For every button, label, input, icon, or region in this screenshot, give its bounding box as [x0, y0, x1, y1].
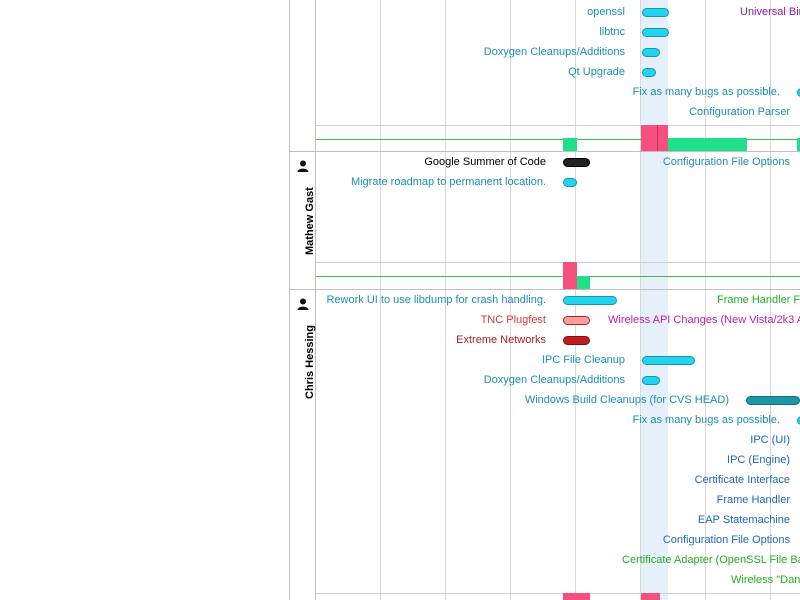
- gridline: [445, 0, 446, 600]
- task-bar-gsoc[interactable]: [563, 158, 590, 167]
- overload-bar: [563, 262, 577, 289]
- task-bar-migrate-roadmap[interactable]: [563, 178, 577, 187]
- gridline: [510, 0, 511, 600]
- load-divider: [316, 593, 800, 594]
- person-icon: [297, 298, 309, 310]
- task-label-eap-statemachine[interactable]: EAP Statemachine: [697, 514, 790, 526]
- task-label-tnc-plugfest[interactable]: TNC Plugfest: [480, 314, 546, 326]
- current-period-highlight: [641, 0, 668, 600]
- load-bar: [668, 138, 747, 151]
- capacity-line: [316, 139, 800, 140]
- overload-bar: [658, 125, 668, 151]
- task-label-libtnc[interactable]: libtnc: [599, 26, 625, 38]
- load-bar: [577, 276, 590, 289]
- task-bar-openssl[interactable]: [642, 8, 669, 17]
- task-label-universal-binary[interactable]: Universal Bin: [740, 6, 800, 18]
- task-label-doxygen[interactable]: Doxygen Cleanups/Additions: [483, 374, 625, 386]
- task-bar-fix-bugs[interactable]: [797, 88, 800, 97]
- task-label-ipc-ui[interactable]: IPC (UI): [750, 434, 790, 446]
- task-label-openssl[interactable]: openssl: [587, 6, 625, 18]
- section-divider: [289, 289, 800, 290]
- task-label-fix-bugs[interactable]: Fix as many bugs as possible.: [632, 414, 780, 426]
- gridline: [770, 0, 771, 600]
- task-label-config-file-options[interactable]: Configuration File Options: [662, 156, 790, 168]
- task-label-frame-handler[interactable]: Frame Handler: [716, 494, 790, 506]
- person-icon: [297, 160, 309, 172]
- task-bar-doxygen[interactable]: [642, 48, 660, 57]
- person-header-chris-hessing: Chris Hessing: [289, 290, 316, 600]
- task-label-qt-upgrade[interactable]: Qt Upgrade: [568, 66, 625, 78]
- overload-bar: [641, 593, 660, 600]
- overload-bar: [563, 593, 590, 600]
- task-bar-windows-build[interactable]: [746, 396, 800, 405]
- task-label-wireless-dance[interactable]: Wireless "Danc: [731, 574, 800, 586]
- section-divider: [289, 151, 800, 152]
- task-label-frame-handler-fi[interactable]: Frame Handler Fi: [717, 294, 800, 306]
- task-bar-tnc-plugfest[interactable]: [563, 316, 590, 325]
- task-label-cert-adapter[interactable]: Certificate Adapter (OpenSSL File Bas: [622, 554, 800, 566]
- task-label-rework-ui[interactable]: Rework UI to use libdump for crash handl…: [326, 294, 547, 306]
- task-label-extreme-networks[interactable]: Extreme Networks: [456, 334, 546, 346]
- load-bar: [797, 138, 800, 151]
- task-label-gsoc[interactable]: Google Summer of Code: [424, 156, 546, 168]
- task-bar-fix-bugs[interactable]: [797, 416, 800, 425]
- task-label-fix-bugs[interactable]: Fix as many bugs as possible.: [632, 86, 780, 98]
- task-label-doxygen[interactable]: Doxygen Cleanups/Additions: [483, 46, 625, 58]
- task-label-windows-build[interactable]: Windows Build Cleanups (for CVS HEAD): [524, 394, 729, 406]
- gridline: [705, 0, 706, 600]
- task-bar-doxygen[interactable]: [642, 376, 660, 385]
- task-bar-rework-ui[interactable]: [563, 296, 617, 305]
- load-bar: [563, 138, 577, 151]
- gridline: [640, 0, 641, 600]
- task-bar-ipc-file-cleanup[interactable]: [642, 356, 695, 365]
- load-divider: [316, 262, 800, 263]
- task-label-config-file-options[interactable]: Configuration File Options: [662, 534, 790, 546]
- person-name: Chris Hessing: [304, 325, 316, 399]
- person-name: Mathew Gast: [304, 187, 316, 255]
- overload-bar: [649, 125, 658, 151]
- gridline: [380, 0, 381, 600]
- task-label-migrate-roadmap[interactable]: Migrate roadmap to permanent location.: [350, 176, 546, 188]
- task-label-ipc-file-cleanup[interactable]: IPC File Cleanup: [541, 354, 625, 366]
- task-label-ipc-engine[interactable]: IPC (Engine): [727, 454, 790, 466]
- person-header-mathew-gast: Mathew Gast: [289, 152, 316, 289]
- task-bar-libtnc[interactable]: [642, 28, 669, 37]
- task-bar-extreme-networks[interactable]: [563, 336, 590, 345]
- load-divider: [316, 125, 800, 126]
- person-header-top: [289, 0, 316, 151]
- task-label-wireless-api[interactable]: Wireless API Changes (New Vista/2k3 A: [608, 314, 800, 326]
- task-bar-qt-upgrade[interactable]: [642, 68, 656, 77]
- capacity-line: [316, 276, 800, 277]
- task-label-cert-interface[interactable]: Certificate Interface: [694, 474, 790, 486]
- task-label-config-parser[interactable]: Configuration Parser: [689, 106, 790, 118]
